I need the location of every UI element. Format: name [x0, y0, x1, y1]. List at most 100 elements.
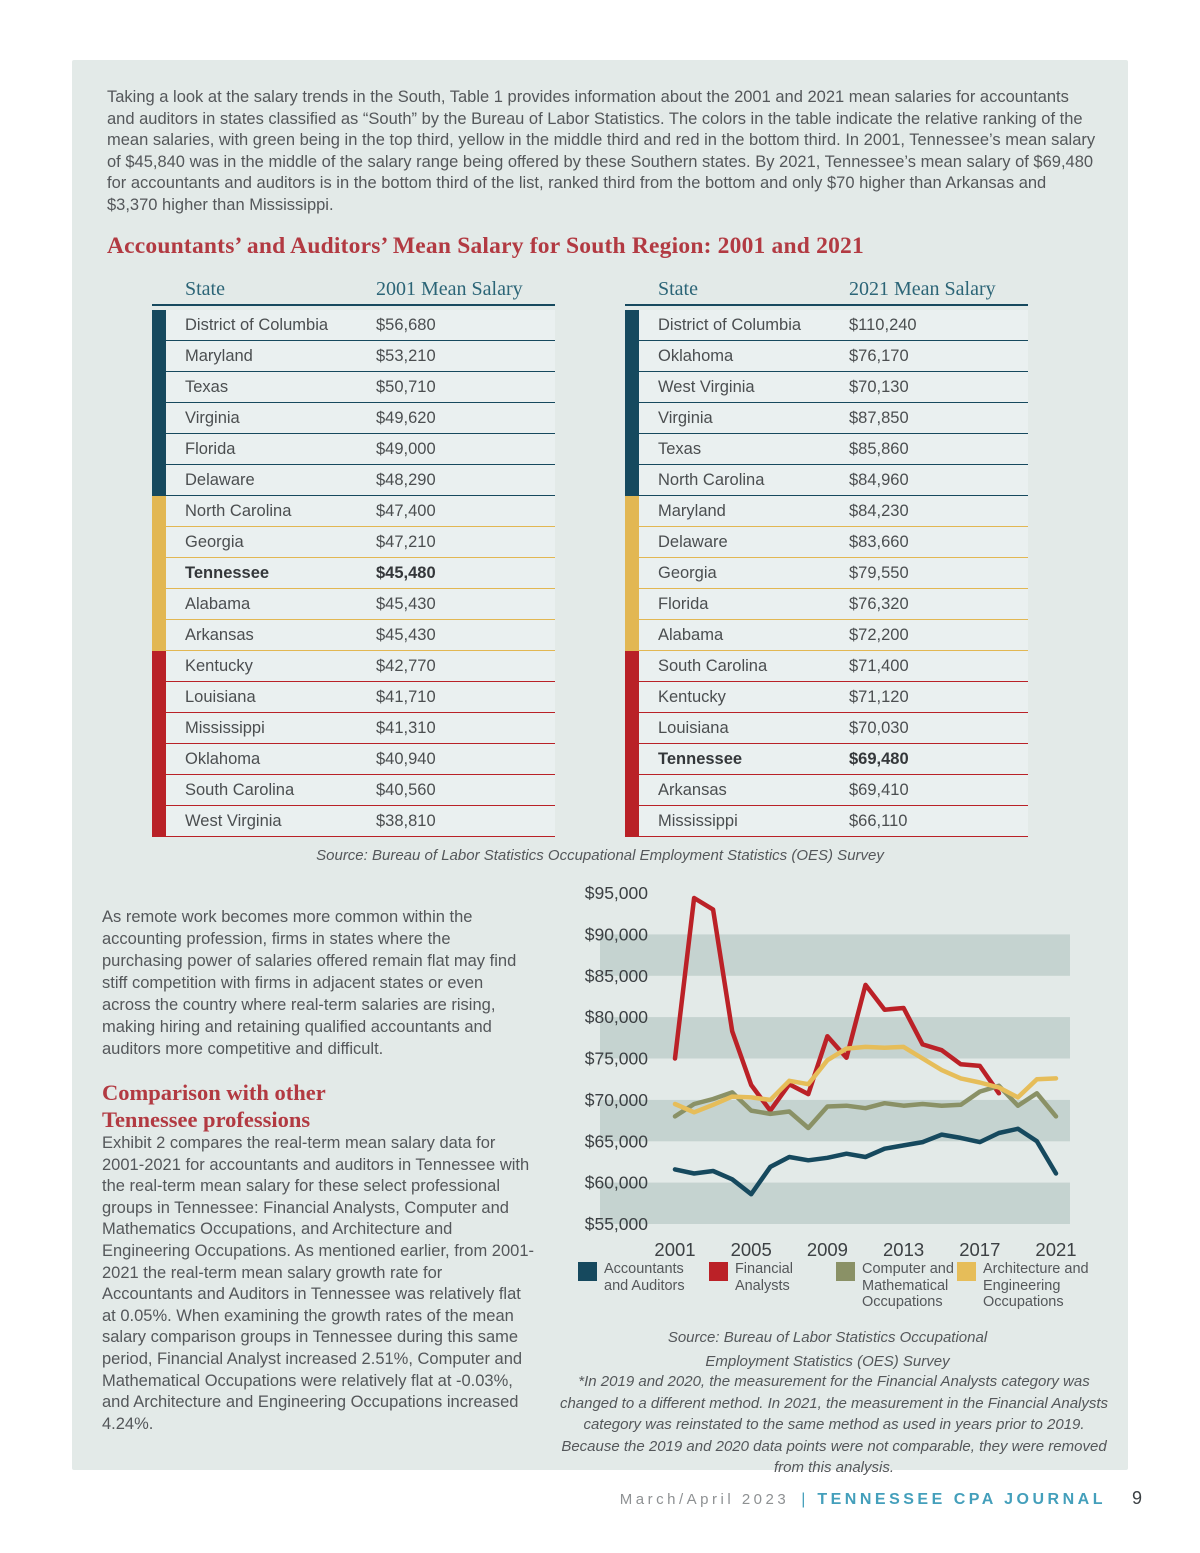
x-axis-tick-label: 2017: [959, 1239, 1000, 1260]
tier-color-bar-bottom: [625, 651, 639, 682]
mean-salary-value: $49,000: [376, 439, 436, 458]
state-name: Arkansas: [185, 625, 254, 644]
state-name: Delaware: [658, 532, 728, 551]
mean-salary-value: $69,480: [849, 749, 909, 768]
table-row-maryland: Maryland $53,210: [152, 341, 555, 372]
column-header-2021-mean-salary: 2021 Mean Salary: [849, 278, 996, 300]
state-name: Alabama: [658, 625, 724, 644]
footer-issue-date: March/April 2023: [619, 1491, 790, 1508]
state-name: Maryland: [185, 346, 253, 365]
mean-salary-value: $42,770: [376, 656, 436, 675]
mean-salary-value: $85,860: [849, 439, 909, 458]
mean-salary-value: $49,620: [376, 408, 436, 427]
y-axis-tick-label: $75,000: [585, 1049, 649, 1069]
table-row-oklahoma: Oklahoma $76,170: [625, 341, 1028, 372]
state-name: District of Columbia: [658, 315, 802, 334]
table-row-delaware: Delaware $48,290: [152, 465, 555, 496]
state-name: Arkansas: [658, 780, 727, 799]
table-row-content: Louisiana $70,030: [639, 713, 1028, 744]
tier-color-bar-top: [152, 310, 166, 341]
state-name: District of Columbia: [185, 315, 329, 334]
y-axis-tick-label: $60,000: [585, 1173, 649, 1193]
table-row-content: Georgia $79,550: [639, 558, 1028, 589]
y-axis-tick-label: $95,000: [585, 883, 649, 903]
table-row-content: Florida $76,320: [639, 589, 1028, 620]
table-row-content: North Carolina $47,400: [166, 496, 555, 527]
state-name: Oklahoma: [658, 346, 734, 365]
table-section-title: Accountants’ and Auditors’ Mean Salary f…: [107, 233, 864, 259]
table-row-district-of-columbia: District of Columbia $56,680: [152, 310, 555, 341]
mean-salary-value: $45,430: [376, 625, 436, 644]
state-name: Mississippi: [185, 718, 265, 737]
state-name: Texas: [185, 377, 229, 396]
table-row-content: Texas $50,710: [166, 372, 555, 403]
state-name: Georgia: [658, 563, 717, 582]
mean-salary-value: $41,710: [376, 687, 436, 706]
table-row-delaware: Delaware $83,660: [625, 527, 1028, 558]
chart-footnote: *In 2019 and 2020, the measurement for t…: [559, 1373, 1109, 1476]
state-name: Florida: [658, 594, 709, 613]
table-row-alabama: Alabama $45,430: [152, 589, 555, 620]
chart-legend: Accountants and Auditors Financial Analys…: [578, 1261, 1103, 1311]
legend-swatch-financial-analysts: [708, 1262, 728, 1281]
state-name: Louisiana: [658, 718, 729, 737]
state-name: West Virginia: [185, 811, 282, 830]
mean-salary-value: $84,960: [849, 470, 909, 489]
table-header: State 2001 Mean Salary: [152, 271, 555, 306]
table-row-tennessee: Tennessee $69,480: [625, 744, 1028, 775]
table-row-south-carolina: South Carolina $40,560: [152, 775, 555, 806]
legend-item-financial-analysts: Financial Analysts: [708, 1261, 836, 1294]
legend-swatch-computer-and-mathematical: [836, 1262, 855, 1281]
mean-salary-value: $53,210: [376, 346, 436, 365]
mean-salary-value: $72,200: [849, 625, 909, 644]
table-body: District of Columbia $110,240 Oklahoma $76,…: [625, 310, 1028, 837]
mean-salary-value: $47,210: [376, 532, 436, 551]
state-name: Mississippi: [658, 811, 738, 830]
table-row-alabama: Alabama $72,200: [625, 620, 1028, 651]
table-row-arkansas: Arkansas $69,410: [625, 775, 1028, 806]
salary-table-2001: State 2001 Mean Salary District of Colum…: [152, 271, 555, 837]
page-footer: March/April 2023 | TENNESSEE CPA JOURNAL…: [620, 1488, 1142, 1509]
mean-salary-value: $45,480: [376, 563, 436, 582]
state-name: Maryland: [658, 501, 726, 520]
tier-color-bar-top: [625, 341, 639, 372]
mean-salary-value: $48,290: [376, 470, 436, 489]
comparison-heading: Comparison with other Tennessee professi…: [102, 1079, 326, 1133]
legend-swatch-accountants-and-auditors: [578, 1262, 597, 1281]
mean-salary-value: $47,400: [376, 501, 436, 520]
state-name: Kentucky: [658, 687, 726, 706]
tier-color-bar-top: [152, 403, 166, 434]
tier-color-bar-bottom: [625, 775, 639, 806]
x-axis-tick-label: 2001: [654, 1239, 695, 1260]
chart-source-line2: Employment Statistics (OES) Survey: [705, 1353, 950, 1370]
x-axis-tick-label: 2005: [731, 1239, 772, 1260]
mean-salary-value: $70,130: [849, 377, 909, 396]
table-row-content: District of Columbia $56,680: [166, 310, 555, 341]
table-row-content: Maryland $84,230: [639, 496, 1028, 527]
table-row-virginia: Virginia $49,620: [152, 403, 555, 434]
tier-color-bar-middle: [152, 620, 166, 651]
table-row-content: Kentucky $71,120: [639, 682, 1028, 713]
x-axis-tick-label: 2009: [807, 1239, 848, 1260]
tier-color-bar-bottom: [152, 713, 166, 744]
intro-paragraph: Taking a look at the salary trends in th…: [107, 88, 1096, 214]
chart-source-line1: Source: Bureau of Labor Statistics Occup…: [667, 1329, 988, 1346]
legend-label: Accountants and Auditors: [604, 1261, 685, 1294]
salary-trend-chart: $95,000 $90,000 $85,000 $80,000 $75,000 $70,0…: [565, 878, 1090, 1278]
table-row-content: Virginia $49,620: [166, 403, 555, 434]
tier-color-bar-top: [625, 465, 639, 496]
table-row-content: Delaware $48,290: [166, 465, 555, 496]
table-header: State 2021 Mean Salary: [625, 271, 1028, 306]
state-name: Alabama: [185, 594, 251, 613]
line-accountants-and-auditors: [672, 1126, 1059, 1197]
mean-salary-value: $110,240: [849, 315, 917, 334]
y-axis-tick-label: $80,000: [585, 1007, 649, 1027]
tier-color-bar-top: [152, 465, 166, 496]
chart-source-note: Source: Bureau of Labor Statistics Occup…: [565, 1326, 1090, 1374]
table-row-content: Georgia $47,210: [166, 527, 555, 558]
comparison-heading-line2: Tennessee professions: [102, 1107, 311, 1132]
table-row-north-carolina: North Carolina $84,960: [625, 465, 1028, 496]
mean-salary-value: $38,810: [376, 811, 436, 830]
tier-color-bar-middle: [152, 558, 166, 589]
legend-item-computer-and-mathematical: Computer and Mathematical Occupations: [836, 1261, 957, 1311]
